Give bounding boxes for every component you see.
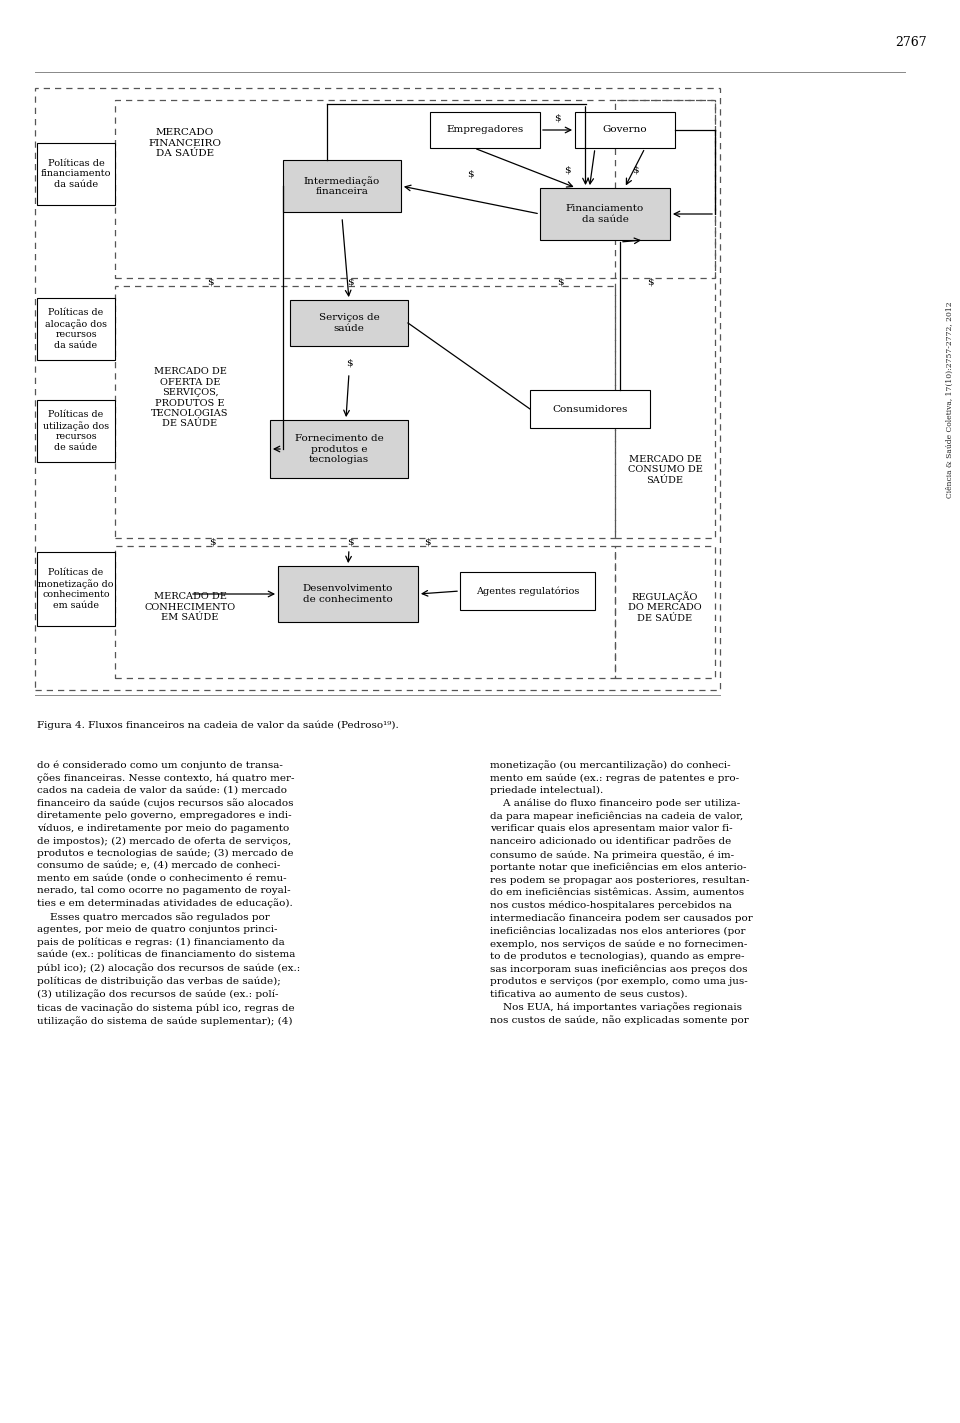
Text: $: $ bbox=[557, 277, 564, 286]
Bar bbox=[530, 390, 650, 428]
Text: Empregadores: Empregadores bbox=[446, 125, 523, 135]
Bar bbox=[35, 88, 720, 690]
Bar bbox=[270, 420, 408, 478]
Bar bbox=[290, 300, 408, 346]
Bar bbox=[278, 566, 418, 622]
Text: $: $ bbox=[423, 538, 430, 546]
Text: Serviços de
saúde: Serviços de saúde bbox=[319, 313, 379, 333]
Bar bbox=[615, 100, 715, 538]
Bar bbox=[37, 552, 115, 626]
Text: Fornecimento de
produtos e
tecnologias: Fornecimento de produtos e tecnologias bbox=[295, 434, 383, 464]
Text: $: $ bbox=[346, 359, 352, 367]
Text: MERCADO DE
OFERTA DE
SERVIÇOS,
PRODUTOS E
TECNOLOGIAS
DE SAÚDE: MERCADO DE OFERTA DE SERVIÇOS, PRODUTOS … bbox=[152, 367, 228, 428]
Text: Políticas de
financiamento
da saúde: Políticas de financiamento da saúde bbox=[40, 159, 111, 189]
Bar bbox=[460, 572, 595, 610]
Text: Financiamento
da saúde: Financiamento da saúde bbox=[565, 205, 644, 223]
Bar bbox=[283, 159, 401, 212]
Text: Políticas de
utilização dos
recursos
de saúde: Políticas de utilização dos recursos de … bbox=[43, 410, 109, 451]
Bar bbox=[115, 546, 615, 677]
Text: Agentes regulatórios: Agentes regulatórios bbox=[476, 586, 579, 596]
Text: $: $ bbox=[554, 114, 561, 122]
Bar bbox=[615, 546, 715, 677]
Text: $: $ bbox=[632, 165, 638, 175]
Text: Políticas de
monetização do
conhecimento
em saúde: Políticas de monetização do conhecimento… bbox=[38, 568, 113, 609]
Text: monetização (ou mercantilização) do conheci-
mento em saúde (ex.: regras de pate: monetização (ou mercantilização) do conh… bbox=[490, 760, 753, 1025]
Text: MERCADO DE
CONHECIMENTO
EM SAÚDE: MERCADO DE CONHECIMENTO EM SAÚDE bbox=[144, 592, 235, 622]
Text: do é considerado como um conjunto de transa-
ções financeiras. Nesse contexto, h: do é considerado como um conjunto de tra… bbox=[37, 760, 300, 1026]
Text: Políticas de
alocação dos
recursos
da saúde: Políticas de alocação dos recursos da sa… bbox=[45, 309, 107, 350]
Text: $: $ bbox=[564, 165, 570, 175]
Text: Figura 4. Fluxos financeiros na cadeia de valor da saúde (Pedroso¹⁹).: Figura 4. Fluxos financeiros na cadeia d… bbox=[37, 720, 398, 730]
Text: $: $ bbox=[647, 277, 654, 286]
Bar bbox=[540, 188, 670, 240]
Text: $: $ bbox=[347, 277, 353, 286]
Text: MERCADO
FINANCEIRO
DA SAÚDE: MERCADO FINANCEIRO DA SAÚDE bbox=[149, 128, 222, 158]
Text: Governo: Governo bbox=[603, 125, 647, 135]
Text: 2767: 2767 bbox=[895, 36, 926, 48]
Bar bbox=[430, 112, 540, 148]
Text: $: $ bbox=[206, 277, 213, 286]
Bar bbox=[575, 112, 675, 148]
Text: MERCADO DE
CONSUMO DE
SAÚDE: MERCADO DE CONSUMO DE SAÚDE bbox=[628, 455, 703, 485]
Text: $: $ bbox=[468, 169, 474, 178]
Text: $: $ bbox=[347, 538, 353, 546]
Bar bbox=[115, 100, 715, 277]
Bar bbox=[115, 286, 615, 538]
Text: Consumidores: Consumidores bbox=[552, 404, 628, 414]
Text: Desenvolvimento
de conhecimento: Desenvolvimento de conhecimento bbox=[302, 585, 394, 603]
Text: REGULAÇÃO
DO MERCADO
DE SAÚDE: REGULAÇÃO DO MERCADO DE SAÚDE bbox=[628, 591, 702, 623]
Bar bbox=[37, 142, 115, 205]
Text: Ciência & Saúde Coletiva, 17(10):2757-2772, 2012: Ciência & Saúde Coletiva, 17(10):2757-27… bbox=[946, 302, 954, 498]
Text: Intermediação
financeira: Intermediação financeira bbox=[304, 176, 380, 196]
Bar bbox=[37, 400, 115, 462]
Bar bbox=[37, 297, 115, 360]
Text: $: $ bbox=[208, 538, 215, 546]
